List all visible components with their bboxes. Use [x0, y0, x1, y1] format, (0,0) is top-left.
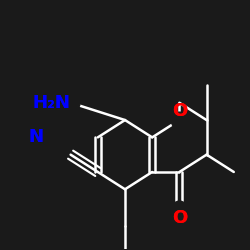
Text: O: O — [172, 102, 187, 120]
Text: O: O — [172, 102, 187, 120]
Text: N: N — [28, 128, 44, 146]
Text: N: N — [28, 128, 44, 146]
Text: O: O — [172, 209, 187, 227]
Text: H₂N: H₂N — [33, 94, 70, 112]
Text: H₂N: H₂N — [33, 94, 70, 112]
Text: O: O — [172, 209, 187, 227]
